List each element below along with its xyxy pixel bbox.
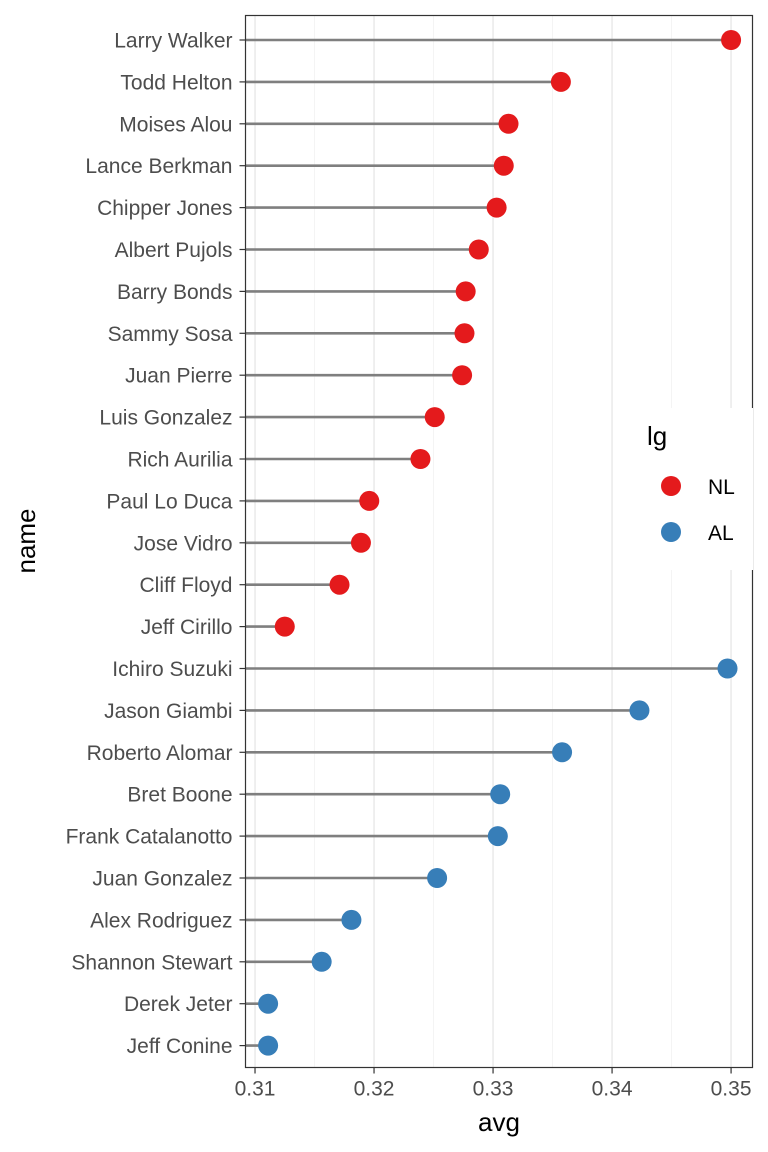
y-tick-label: Chipper Jones: [97, 197, 232, 220]
point-roberto-alomar: [552, 742, 573, 763]
point-jose-vidro: [350, 532, 371, 553]
point-luis-gonzalez: [424, 407, 445, 428]
lollipop-points: [258, 30, 742, 1056]
x-tick-label: 0.31: [235, 1078, 276, 1101]
point-shannon-stewart: [311, 951, 332, 972]
x-tick-label: 0.33: [473, 1078, 514, 1101]
point-derek-jeter: [258, 993, 279, 1014]
legend-background: [622, 408, 753, 570]
point-sammy-sosa: [454, 323, 475, 344]
point-rich-aurilia: [410, 449, 431, 469]
y-tick-label: Lance Berkman: [85, 155, 232, 178]
y-tick-label: Paul Lo Duca: [106, 490, 232, 513]
x-tick-label: 0.34: [592, 1078, 633, 1101]
lollipop-stems: [245, 38, 732, 1047]
y-tick-label: Jeff Cirillo: [141, 616, 233, 639]
legend-label-al: AL: [708, 522, 734, 545]
legend-key-al: [661, 522, 681, 542]
x-axis-title: avg: [478, 1107, 520, 1137]
point-bret-boone: [490, 784, 511, 805]
y-tick-label: Bret Boone: [127, 784, 232, 807]
legend-key-nl: [661, 476, 681, 496]
y-tick-label: Derek Jeter: [124, 993, 233, 1016]
legend: lg NL AL: [622, 408, 753, 570]
point-cliff-floyd: [329, 574, 350, 595]
y-tick-label: Cliff Floyd: [140, 574, 233, 597]
point-alex-rodriguez: [341, 909, 362, 930]
y-tick-label: Jason Giambi: [104, 700, 232, 723]
point-albert-pujols: [468, 239, 489, 260]
y-tick-label: Jeff Conine: [127, 1035, 233, 1058]
y-tick-label: Roberto Alomar: [87, 742, 233, 765]
y-tick-label: Ichiro Suzuki: [112, 658, 232, 681]
point-juan-gonzalez: [427, 868, 448, 888]
point-larry-walker: [721, 30, 742, 50]
y-tick-label: Jose Vidro: [134, 532, 233, 555]
point-todd-helton: [550, 71, 571, 92]
x-tick-label: 0.32: [354, 1078, 395, 1101]
y-tick-label: Sammy Sosa: [108, 323, 233, 346]
x-tick-label: 0.35: [711, 1078, 752, 1101]
point-jeff-cirillo: [274, 616, 295, 637]
y-tick-label: Moises Alou: [119, 113, 232, 136]
point-jeff-conine: [258, 1035, 279, 1056]
point-barry-bonds: [455, 281, 476, 302]
legend-title: lg: [647, 421, 667, 451]
y-tick-label: Larry Walker: [114, 30, 232, 53]
y-axis-title: name: [11, 508, 41, 573]
y-tick-label: Albert Pujols: [115, 239, 233, 262]
y-tick-label: Juan Pierre: [125, 365, 232, 388]
point-frank-catalanotto: [487, 826, 508, 847]
legend-label-nl: NL: [708, 476, 735, 499]
point-paul-lo-duca: [359, 490, 380, 511]
point-jason-giambi: [629, 700, 650, 721]
point-juan-pierre: [452, 365, 473, 386]
y-tick-label: Frank Catalanotto: [66, 826, 233, 849]
y-tick-label: Alex Rodriguez: [90, 909, 232, 932]
point-chipper-jones: [486, 197, 507, 218]
y-tick-label: Juan Gonzalez: [92, 868, 232, 891]
y-axis: Larry Walker Todd Helton Moises Alou Lance …: [66, 30, 246, 1058]
y-tick-label: Todd Helton: [120, 71, 232, 94]
point-lance-berkman: [493, 155, 514, 176]
y-tick-label: Barry Bonds: [117, 281, 233, 304]
y-tick-label: Rich Aurilia: [127, 449, 232, 472]
x-axis: 0.31 0.32 0.33 0.34 0.35: [235, 1067, 752, 1101]
point-moises-alou: [498, 113, 519, 134]
y-tick-label: Luis Gonzalez: [99, 407, 232, 430]
point-ichiro-suzuki: [717, 658, 738, 679]
y-tick-label: Shannon Stewart: [71, 951, 232, 974]
